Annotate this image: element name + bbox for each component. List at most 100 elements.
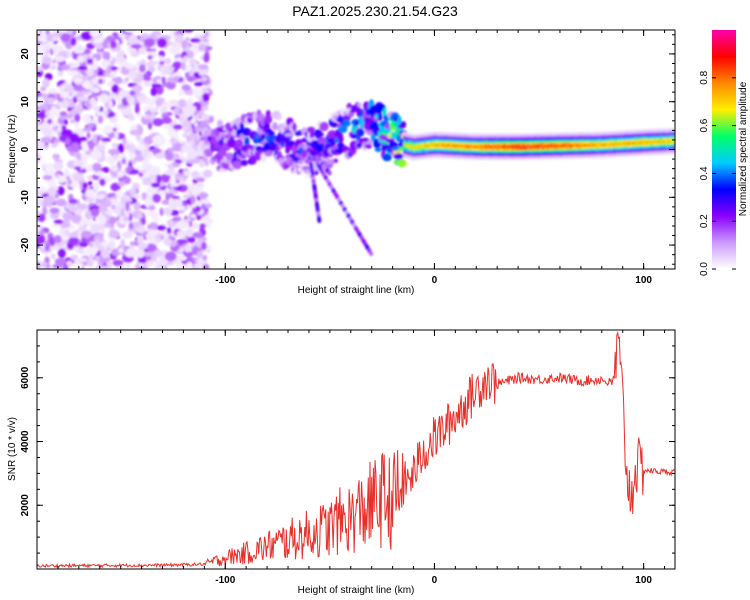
heatmap-ridge-cell (554, 149, 556, 153)
heatmap-ridge-cell (462, 154, 464, 158)
heatmap-ridge-cell (509, 140, 512, 144)
heatmap-ridge-cell (663, 142, 665, 146)
heatmap-ridge-cell (476, 152, 478, 156)
heatmap-ridge-cell (573, 144, 575, 147)
heatmap-ridge-cell (504, 145, 506, 149)
heatmap-ridge-cell (559, 156, 562, 160)
heatmap-ridge-cell (427, 151, 429, 155)
heatmap-ridge-cell (479, 143, 481, 146)
heatmap-ridge-cell (518, 150, 520, 153)
heatmap-ridge-cell (496, 154, 498, 158)
heatmap-ridge-cell (625, 142, 628, 145)
heatmap-ridge-cell (476, 138, 478, 141)
heatmap-ridge-cell (614, 130, 616, 134)
heatmap-ridge-cell (533, 145, 536, 148)
heatmap-ridge-cell (431, 151, 433, 154)
heatmap-ridge-cell (660, 145, 662, 148)
heatmap-ridge-cell (507, 133, 509, 137)
heatmap-ridge-cell (657, 130, 659, 134)
heatmap-ridge-cell (455, 151, 457, 155)
heatmap-ridge-cell (456, 139, 458, 143)
heatmap-ridge-cell (422, 140, 425, 143)
heatmap-noise-cell (62, 212, 74, 221)
heatmap-noise-cell (176, 239, 188, 245)
heatmap-noise-cell (203, 53, 210, 63)
heatmap-ridge-cell (499, 157, 501, 161)
heatmap-ridge-cell (420, 154, 423, 158)
heatmap-ridge-cell (628, 151, 631, 155)
heatmap-ridge-cell (404, 131, 406, 135)
heatmap-ridge-cell (440, 131, 442, 135)
heatmap-ridge-cell (448, 141, 450, 145)
heatmap-noise-cell (107, 111, 116, 118)
heatmap-ridge-cell (510, 152, 513, 156)
heatmap-ridge-cell (445, 134, 448, 138)
heatmap-ridge-cell (541, 142, 543, 146)
heatmap-ridge-cell (636, 146, 638, 149)
heatmap-noise-cell (107, 99, 113, 109)
heatmap-ridge-cell (597, 146, 599, 149)
heatmap-ridge-cell (523, 142, 525, 146)
heatmap-noise-cell (91, 86, 101, 94)
heatmap-ridge-cell (485, 150, 487, 153)
heatmap-noise-cell (135, 86, 140, 97)
heatmap-noise-cell (145, 243, 157, 252)
heatmap-ridge-cell (573, 132, 575, 135)
heatmap-ridge-cell (636, 143, 638, 147)
heatmap-ridge-cell (497, 140, 499, 144)
heatmap-ridge-cell (613, 150, 615, 153)
heatmap-ridge-cell (599, 153, 601, 156)
heatmap-noise-cell (121, 158, 127, 165)
heatmap-noise-cell (97, 115, 104, 124)
heatmap-ridge-cell (615, 133, 617, 136)
heatmap-ridge-cell (514, 140, 517, 144)
heatmap-ridge-cell (554, 139, 556, 143)
heatmap-ridge-cell (585, 134, 587, 137)
heatmap-ridge-cell (426, 154, 428, 157)
heatmap-ridge-cell (617, 137, 619, 141)
heatmap-ridge-cell (604, 155, 607, 158)
heatmap-ridge-cell (585, 155, 587, 159)
heatmap-ridge-cell (638, 143, 640, 147)
heatmap-ridge-cell (516, 150, 518, 153)
heatmap-ridge-cell (516, 152, 518, 156)
heatmap-ridge-cell (666, 152, 668, 155)
heatmap-ridge-cell (523, 157, 525, 160)
heatmap-ridge-cell (408, 144, 410, 148)
heatmap-ridge-cell (542, 156, 544, 160)
heatmap-ridge-cell (620, 144, 622, 148)
heatmap-ridge-cell (425, 142, 427, 145)
heatmap-ridge-cell (432, 143, 434, 147)
heatmap-ridge-cell (614, 135, 616, 139)
heatmap-ridge-cell (524, 150, 526, 153)
heatmap-ridge-cell (646, 152, 649, 156)
heatmap-ridge-cell (532, 147, 535, 151)
heatmap-ridge-cell (632, 132, 634, 135)
heatmap-ridge-cell (483, 152, 485, 156)
heatmap-ridge-cell (668, 128, 670, 131)
heatmap-ridge-cell (461, 137, 463, 141)
heatmap-noise-cell (176, 230, 187, 238)
heatmap-noise-cell (103, 167, 110, 173)
heatmap-ridge-cell (496, 147, 498, 151)
heatmap-noise-cell (129, 143, 136, 154)
heatmap-ridge-cell (428, 132, 430, 135)
heatmap-ridge-cell (550, 142, 552, 145)
heatmap-ridge-cell (650, 145, 653, 149)
heatmap-ridge-cell (509, 152, 512, 156)
heatmap-ridge-cell (565, 132, 567, 136)
heatmap-ridge-cell (602, 141, 605, 144)
heatmap-ridge-cell (545, 147, 547, 150)
heatmap-ridge-cell (560, 156, 563, 160)
heatmap-ridge-cell (456, 154, 458, 157)
heatmap-noise-cell (116, 170, 125, 177)
heatmap-ridge-cell (597, 148, 599, 152)
heatmap-noise-cell (70, 37, 77, 46)
heatmap-ridge-cell (641, 153, 643, 156)
heatmap-ridge-cell (420, 142, 423, 146)
heatmap-ridge-cell (597, 143, 599, 147)
heatmap-ridge-cell (505, 135, 507, 139)
heatmap-ridge-cell (591, 138, 593, 142)
heatmap-noise-cell (88, 253, 94, 263)
heatmap-ridge-cell (510, 147, 513, 151)
